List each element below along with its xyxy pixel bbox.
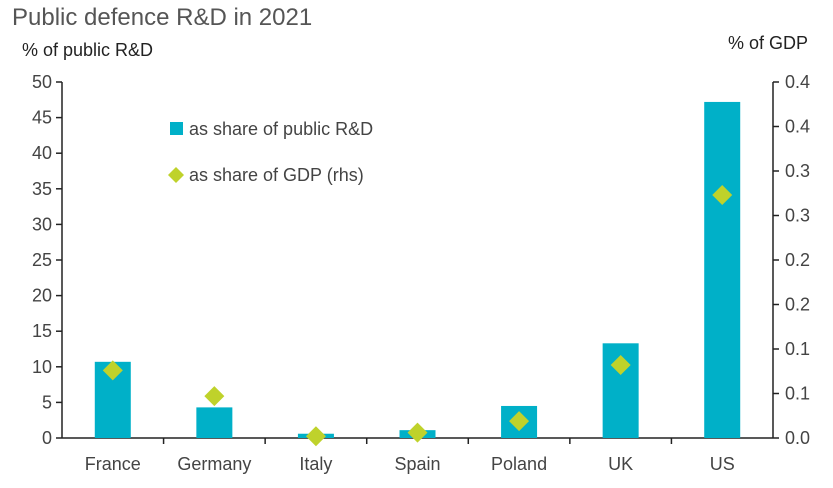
left-tick-label: 45 xyxy=(32,108,52,128)
right-tick-label: 0.3 xyxy=(785,161,810,181)
right-tick-label: 0.2 xyxy=(785,250,810,270)
left-axis-label: % of public R&D xyxy=(22,40,154,60)
diamond-marker xyxy=(509,411,530,432)
diamond-marker xyxy=(712,185,733,206)
x-tick-label: Italy xyxy=(299,454,332,474)
bar xyxy=(196,407,233,438)
right-tick-label: 0.2 xyxy=(785,295,810,315)
diamond-marker xyxy=(305,426,326,447)
left-tick-label: 20 xyxy=(32,286,52,306)
legend-bar-label: as share of public R&D xyxy=(189,119,373,139)
left-tick-label: 15 xyxy=(32,321,52,341)
right-tick-label: 0.4 xyxy=(785,72,810,92)
left-tick-label: 40 xyxy=(32,143,52,163)
right-tick-label: 0.0 xyxy=(785,428,810,448)
left-tick-label: 30 xyxy=(32,214,52,234)
x-tick-label: UK xyxy=(608,454,633,474)
left-tick-label: 10 xyxy=(32,357,52,377)
bar xyxy=(704,101,741,438)
marker-series xyxy=(102,185,733,447)
legend-diamond-label: as share of GDP (rhs) xyxy=(189,165,364,185)
left-tick-label: 0 xyxy=(42,428,52,448)
legend-diamond-swatch xyxy=(168,167,184,183)
legend-bar-swatch xyxy=(170,122,183,135)
left-tick-label: 50 xyxy=(32,72,52,92)
left-tick-label: 25 xyxy=(32,250,52,270)
axes: 0 5 10 15 20 25 30 35 40 45 50 0.0 0.1 0.1 0.2 0.2 0.3 0.… xyxy=(32,72,810,474)
right-tick-label: 0.4 xyxy=(785,117,810,137)
chart-title: Public defence R&D in 2021 xyxy=(12,4,313,31)
diamond-marker xyxy=(102,360,123,381)
x-tick-label: Germany xyxy=(177,454,251,474)
left-tick-label: 5 xyxy=(42,392,52,412)
legend: as share of public R&D as share of GDP (r… xyxy=(168,119,373,185)
right-tick-label: 0.1 xyxy=(785,339,810,359)
x-tick-label: US xyxy=(710,454,735,474)
x-tick-label: Poland xyxy=(491,454,547,474)
x-tick-label: Spain xyxy=(394,454,440,474)
diamond-marker xyxy=(204,386,225,407)
right-tick-label: 0.1 xyxy=(785,384,810,404)
left-tick-label: 35 xyxy=(32,179,52,199)
bar-series xyxy=(94,101,741,438)
diamond-marker xyxy=(407,422,428,443)
x-tick-label: France xyxy=(85,454,141,474)
right-tick-label: 0.3 xyxy=(785,206,810,226)
right-axis-label: % of GDP xyxy=(728,33,809,53)
diamond-marker xyxy=(610,355,631,376)
